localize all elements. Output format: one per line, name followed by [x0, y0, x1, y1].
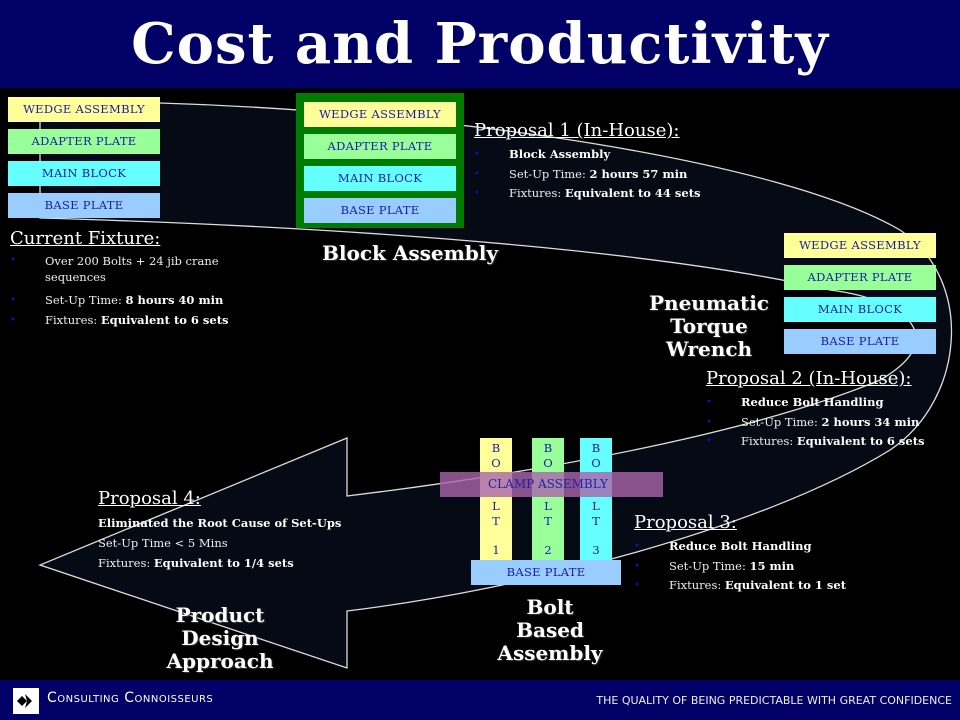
clamp-assembly: CLAMP ASSEMBLY — [440, 472, 663, 497]
block-base-plate: BASE PLATE — [304, 198, 456, 223]
proposal-2-list: Reduce Bolt Handling Set-Up Time: 2 hour… — [706, 393, 925, 452]
ptw-base-plate: BASE PLATE — [784, 329, 936, 354]
diamond-arrow-logo-icon — [13, 688, 39, 714]
proposal-1-list: Block Assembly Set-Up Time: 2 hours 57 m… — [474, 145, 701, 204]
list-item: Fixtures: Equivalent to 6 sets — [10, 311, 255, 331]
footer-brand: Consulting Connoisseurs — [47, 690, 214, 706]
block-adapter-plate: ADAPTER PLATE — [304, 134, 456, 159]
current-wedge-assembly: WEDGE ASSEMBLY — [8, 97, 160, 122]
footer — [0, 680, 960, 720]
proposal-4-heading: Proposal 4: — [98, 488, 201, 509]
proposal-3-list: Reduce Bolt Handling Set-Up Time: 15 min… — [634, 537, 846, 596]
bolt-letters-bottom: L T — [492, 499, 500, 528]
ptw-adapter-plate: ADAPTER PLATE — [784, 265, 936, 290]
ptw-wedge-assembly: WEDGE ASSEMBLY — [784, 233, 936, 258]
list-item: Reduce Bolt Handling — [634, 537, 846, 557]
bolt-base-plate: BASE PLATE — [471, 560, 621, 585]
list-item: Fixtures: Equivalent to 6 sets — [706, 432, 925, 452]
product-design-approach-label: Product Design Approach — [166, 603, 274, 673]
list-item: Block Assembly — [474, 145, 701, 165]
proposal-2-heading: Proposal 2 (In-House): — [706, 368, 912, 389]
current-adapter-plate: ADAPTER PLATE — [8, 129, 160, 154]
block-assembly-label: Block Assembly — [322, 241, 498, 265]
list-item: Set-Up Time: 8 hours 40 min — [10, 291, 255, 311]
block-wedge-assembly: WEDGE ASSEMBLY — [304, 102, 456, 127]
pneumatic-torque-wrench-label: Pneumatic Torque Wrench — [649, 291, 769, 361]
bolt-based-assembly-label: Bolt Based Assembly — [497, 595, 603, 665]
bolt-letters-bottom: L T — [592, 499, 600, 528]
bolt-letters-bottom: L T — [544, 499, 552, 528]
list-item: Fixtures: Equivalent to 1 set — [634, 576, 846, 596]
title-bar: Cost and Productivity — [0, 0, 960, 88]
list-item: Reduce Bolt Handling — [706, 393, 925, 413]
proposal-4-list: Eliminated the Root Cause of Set-Ups Set… — [98, 516, 342, 570]
list-item: Set-Up Time: 15 min — [634, 557, 846, 577]
bolt-letters-top: B O — [591, 441, 601, 470]
list-item: Set-Up Time: 2 hours 34 min — [706, 413, 925, 433]
list-item: Set-Up Time: 2 hours 57 min — [474, 165, 701, 185]
block-main-block: MAIN BLOCK — [304, 166, 456, 191]
ptw-main-block: MAIN BLOCK — [784, 297, 936, 322]
footer-tagline: THE QUALITY OF BEING PREDICTABLE WITH GR… — [596, 694, 952, 707]
current-main-block: MAIN BLOCK — [8, 161, 160, 186]
bolt-letters-top: B O — [543, 441, 553, 470]
current-base-plate: BASE PLATE — [8, 193, 160, 218]
proposal-3-heading: Proposal 3: — [634, 512, 737, 533]
bolt-letters-top: B O — [491, 441, 501, 470]
current-fixture-heading: Current Fixture: — [10, 228, 161, 249]
proposal-1-heading: Proposal 1 (In-House): — [474, 120, 680, 141]
list-item: Over 200 Bolts + 24 jib crane sequences — [10, 253, 255, 291]
slide-title: Cost and Productivity — [131, 11, 829, 77]
current-fixture-list: Over 200 Bolts + 24 jib crane sequences … — [10, 253, 255, 330]
list-item: Fixtures: Equivalent to 44 sets — [474, 184, 701, 204]
